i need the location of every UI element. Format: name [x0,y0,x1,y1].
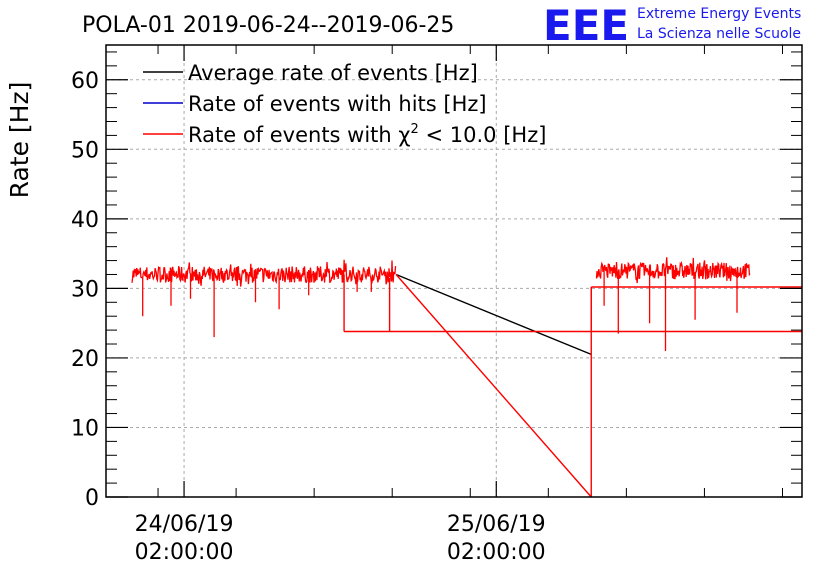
y-tick-label: 30 [71,277,99,302]
y-tick-label: 20 [71,347,99,372]
x-tick-label-time: 02:00:00 [135,540,234,565]
x-tick-label-date: 24/06/19 [135,512,234,537]
y-tick-label: 10 [71,416,99,441]
series-layer [131,257,802,498]
legend-label-chi2: Rate of events with χ2 < 10.0 [Hz] [188,122,546,147]
x-tick-label-date: 25/06/19 [447,512,546,537]
plot-frame [105,44,803,498]
y-tick-label: 50 [71,138,99,163]
legend-label-average: Average rate of events [Hz] [188,61,478,85]
series-line-0 [395,273,592,356]
y-tick-label: 40 [71,208,99,233]
y-tick-label: 60 [71,69,99,94]
axes: 0 10 20 30 40 50 60 24/06/19 02:00:00 25/06/19 02:… [71,45,802,565]
legend-label-hits: Rate of events with hits [Hz] [188,92,487,116]
brand-line-1: Extreme Energy Events [637,6,801,22]
brand-line-2: La Scienza nelle Scuole [637,26,801,42]
legend: Average rate of events [Hz] Rate of even… [143,61,546,147]
series-segment-1 [395,274,592,498]
eee-logo: EEE [543,1,629,50]
chart-title: POLA-01 2019-06-24--2019-06-25 [82,13,454,38]
x-tick-label-time: 02:00:00 [447,540,546,565]
series-noise-1 [595,257,751,351]
series-noise-1 [131,259,397,338]
grid-lines [106,45,802,497]
y-tick-label: 0 [85,486,99,511]
y-axis-label: Rate [Hz] [5,82,34,199]
